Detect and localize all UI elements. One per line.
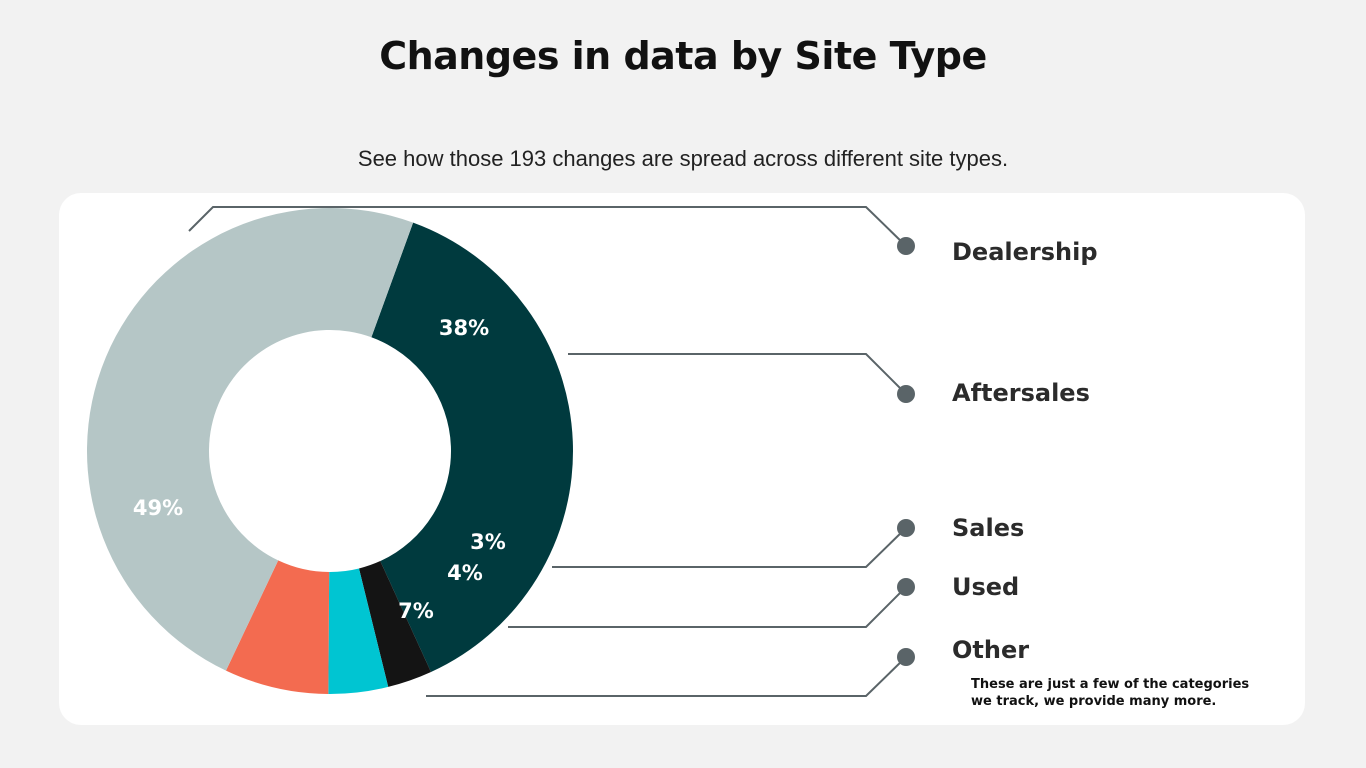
slice-aftersales xyxy=(371,222,573,673)
leader-line-dealership xyxy=(188,206,907,247)
legend-label-aftersales: Aftersales xyxy=(952,379,1090,407)
legend-dot-dealership xyxy=(897,237,915,255)
legend-dot-aftersales xyxy=(897,385,915,403)
legend-label-other: Other xyxy=(952,636,1030,664)
leader-line-used xyxy=(508,586,907,628)
slice-label-other: 7% xyxy=(398,599,434,623)
slice-dealership xyxy=(87,208,414,671)
slice-other xyxy=(225,560,330,694)
slice-label-aftersales: 38% xyxy=(439,316,489,340)
slice-label-used: 4% xyxy=(447,561,483,585)
slice-sales xyxy=(358,561,431,687)
legend-label-sales: Sales xyxy=(952,514,1025,542)
legend-label-dealership: Dealership xyxy=(952,238,1098,266)
slice-label-dealership: 49% xyxy=(133,496,183,520)
legend-dot-used xyxy=(897,578,915,596)
slice-label-sales: 3% xyxy=(470,530,506,554)
leader-line-other xyxy=(426,656,907,697)
footnote: These are just a few of the categories w… xyxy=(971,677,1250,709)
page-title: Changes in data by Site Type xyxy=(379,34,987,78)
legend-dot-sales xyxy=(897,519,915,537)
leader-line-sales xyxy=(552,527,907,568)
page-subtitle: See how those 193 changes are spread acr… xyxy=(357,146,1009,171)
legend-dot-other xyxy=(897,648,915,666)
legend-label-used: Used xyxy=(952,573,1020,601)
slice-used xyxy=(328,568,389,694)
leader-line-aftersales xyxy=(568,353,907,395)
